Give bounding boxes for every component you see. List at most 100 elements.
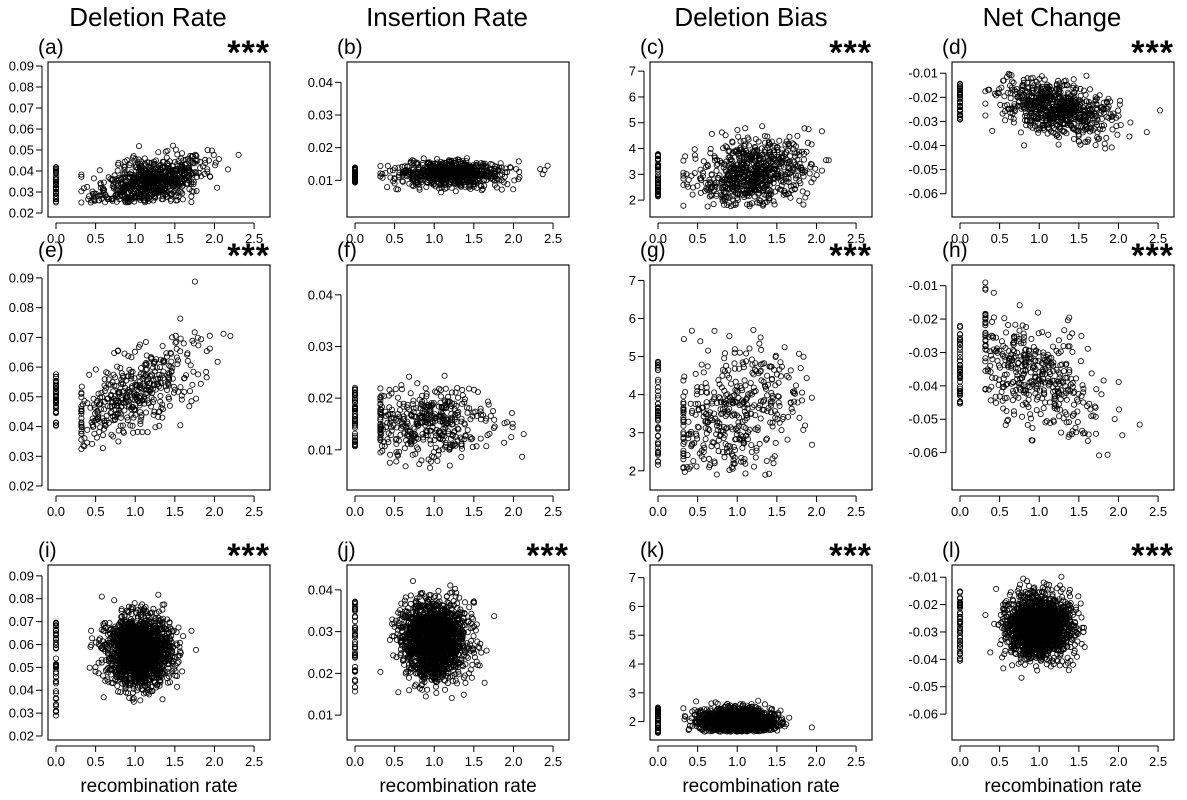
data-point	[781, 344, 788, 351]
data-point	[78, 383, 85, 390]
y-tick-label: 2	[629, 463, 636, 478]
data-point	[748, 448, 755, 455]
data-point	[138, 182, 145, 189]
data-point	[175, 193, 182, 200]
data-point	[813, 172, 820, 179]
data-point	[1136, 421, 1143, 428]
data-point	[451, 405, 458, 412]
data-point	[1098, 391, 1105, 398]
data-point	[759, 123, 766, 130]
data-point	[441, 372, 448, 379]
data-point	[1115, 107, 1122, 114]
data-point	[192, 157, 199, 164]
panel-label: (c)	[640, 36, 665, 59]
data-point	[998, 388, 1005, 395]
x-tick-label: 1.5	[465, 231, 483, 246]
data-point	[711, 327, 718, 334]
data-point	[399, 178, 406, 185]
data-point	[197, 380, 204, 387]
data-point	[1021, 142, 1028, 149]
data-point	[484, 398, 491, 405]
data-point	[114, 167, 121, 174]
data-point	[177, 188, 184, 195]
data-point	[1016, 302, 1023, 309]
data-point	[88, 197, 95, 204]
y-tick-label: -0.01	[908, 66, 938, 81]
panel-d: (d) ***0.0 0.5 1.0 1.5 2.0 2.5-0.06-0.05-0.04-…	[908, 34, 1175, 246]
data-point	[177, 348, 184, 355]
data-point	[746, 345, 753, 352]
data-point	[185, 168, 192, 175]
data-point	[148, 159, 155, 166]
x-tick-label: 1.0	[126, 231, 144, 246]
data-point	[731, 349, 738, 356]
data-point	[1041, 76, 1048, 83]
data-point	[128, 192, 135, 199]
data-point-zero-recombination	[53, 168, 60, 175]
data-points	[53, 142, 242, 206]
data-point	[784, 436, 791, 443]
data-point	[776, 402, 783, 409]
data-point	[685, 418, 692, 425]
data-points	[655, 326, 816, 478]
data-point	[809, 441, 816, 448]
data-point	[91, 196, 98, 203]
data-point	[402, 463, 409, 470]
y-tick-label: 0.01	[308, 173, 333, 188]
data-point	[1080, 385, 1087, 392]
data-point	[177, 315, 184, 322]
data-point	[743, 350, 750, 357]
data-point	[394, 394, 401, 401]
data-point	[188, 199, 195, 206]
data-point	[195, 371, 202, 378]
data-point	[114, 363, 121, 370]
y-tick-label: -0.04	[908, 138, 938, 153]
data-point	[214, 358, 221, 365]
data-point	[1060, 415, 1067, 422]
data-point	[84, 183, 91, 190]
data-point	[509, 420, 516, 427]
data-point	[537, 166, 544, 173]
data-point	[758, 346, 765, 353]
data-point	[504, 181, 511, 188]
data-point	[490, 424, 497, 431]
data-point	[103, 369, 110, 376]
y-tick-label: 0.02	[308, 140, 333, 155]
data-point	[78, 199, 85, 206]
panel-f: (f)0.0 0.5 1.0 1.5 2.0 2.50.010.020.030.04	[308, 239, 570, 519]
data-point	[115, 438, 122, 445]
x-tick-label: 0.5	[87, 231, 105, 246]
data-point	[377, 162, 384, 169]
data-point	[215, 156, 222, 163]
data-point	[465, 385, 472, 392]
data-point	[787, 367, 794, 374]
data-point	[144, 429, 151, 436]
data-point	[480, 177, 487, 184]
data-point	[101, 186, 108, 193]
significance-marker: ***	[1131, 34, 1174, 72]
data-point	[708, 130, 715, 137]
data-point	[178, 150, 185, 157]
data-point	[989, 127, 996, 134]
data-point	[151, 168, 158, 175]
data-point	[757, 334, 764, 341]
data-point	[778, 427, 785, 434]
x-tick-label: 2.5	[544, 231, 562, 246]
x-tick-label: 0.0	[346, 231, 364, 246]
data-point	[763, 457, 770, 464]
data-point	[137, 187, 144, 194]
y-tick-label: 7	[629, 273, 636, 288]
data-point	[1019, 413, 1026, 420]
data-point	[90, 175, 97, 182]
y-tick-label: -0.02	[908, 90, 938, 105]
x-tick-label: 1.5	[1070, 504, 1088, 519]
data-point	[459, 386, 466, 393]
data-point	[694, 384, 701, 391]
data-point	[728, 380, 735, 387]
data-point	[516, 168, 523, 175]
data-point	[102, 199, 109, 206]
panel-label: (b)	[337, 36, 363, 59]
data-point	[454, 394, 461, 401]
data-point	[448, 410, 455, 417]
data-point	[796, 350, 803, 357]
